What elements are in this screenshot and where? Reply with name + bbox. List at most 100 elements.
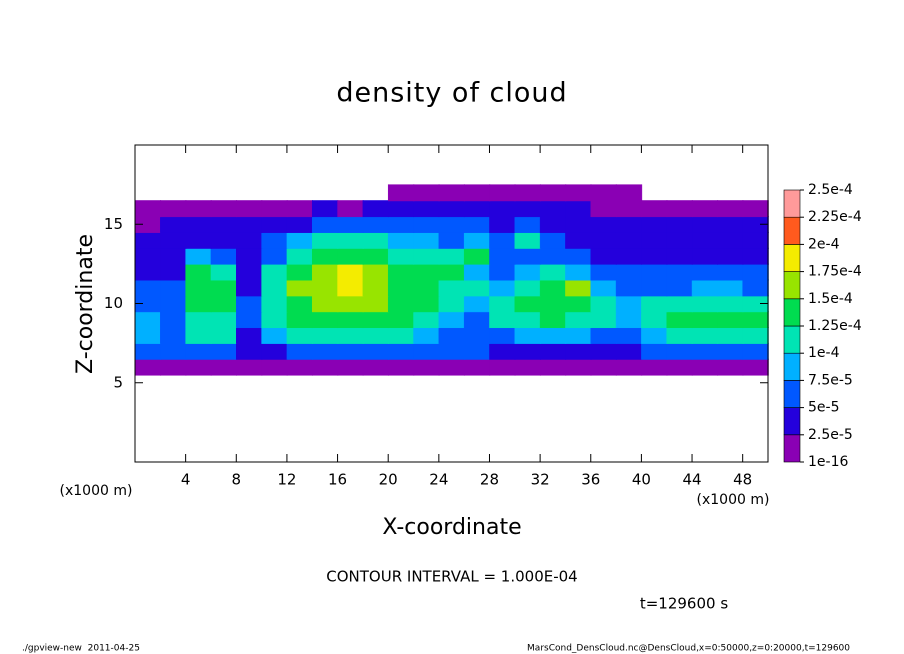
cell <box>236 263 263 281</box>
cell <box>539 311 567 329</box>
cell <box>311 295 339 313</box>
y-tick-label: 5 <box>113 373 123 391</box>
cell <box>413 231 440 249</box>
colorbar-label: 7.5e-5 <box>808 372 853 388</box>
cell <box>641 216 668 233</box>
cell <box>590 358 617 376</box>
cell <box>286 247 313 265</box>
cell <box>691 247 719 265</box>
cell <box>160 311 187 329</box>
cell <box>413 279 440 297</box>
cell <box>565 247 592 265</box>
cell <box>134 200 162 218</box>
cell <box>489 263 516 281</box>
y-tick-label: 15 <box>104 215 123 233</box>
cell <box>413 184 440 202</box>
cell <box>134 342 162 360</box>
cell <box>489 200 516 218</box>
cell <box>666 263 693 281</box>
cell <box>286 342 313 360</box>
cell <box>590 295 617 313</box>
cell <box>337 216 364 233</box>
cell <box>134 311 162 329</box>
cell <box>387 327 415 344</box>
cell <box>311 216 339 233</box>
cell <box>438 216 465 233</box>
cell <box>413 327 440 344</box>
cell <box>210 358 238 376</box>
cell <box>463 247 491 265</box>
cell <box>438 200 465 218</box>
colorbar-label: 2.5e-5 <box>808 427 853 443</box>
cell <box>236 216 263 233</box>
cell <box>539 279 567 297</box>
cell <box>311 327 339 344</box>
cell <box>463 200 491 218</box>
cell <box>742 200 769 218</box>
colorbar-label: 1.25e-4 <box>808 318 862 334</box>
cell <box>489 216 516 233</box>
cell <box>236 311 263 329</box>
cell <box>236 231 263 249</box>
cell <box>134 247 162 265</box>
cell <box>590 231 617 249</box>
cell <box>742 342 769 360</box>
cell <box>286 263 313 281</box>
cell <box>160 247 187 265</box>
cell <box>717 295 744 313</box>
cell <box>185 231 212 249</box>
cell <box>160 263 187 281</box>
cell <box>514 295 541 313</box>
cell <box>413 216 440 233</box>
cell <box>514 342 541 360</box>
cell <box>717 279 744 297</box>
cell <box>514 231 541 249</box>
cell <box>463 295 491 313</box>
cell <box>717 231 744 249</box>
cell <box>413 295 440 313</box>
cell <box>691 295 719 313</box>
cell <box>337 231 364 249</box>
cell <box>362 327 389 344</box>
cell <box>261 247 288 265</box>
cell <box>337 279 364 297</box>
cell <box>717 358 744 376</box>
contour-interval: CONTOUR INTERVAL = 1.000E-04 <box>326 568 577 586</box>
cell <box>387 263 415 281</box>
cell <box>185 263 212 281</box>
cell <box>691 231 719 249</box>
cell <box>463 327 491 344</box>
cell <box>362 342 389 360</box>
cell <box>210 311 238 329</box>
cell <box>666 295 693 313</box>
cell <box>514 200 541 218</box>
cell <box>463 342 491 360</box>
time-label: t=129600 s <box>640 595 728 613</box>
cell <box>337 358 364 376</box>
cell <box>438 231 465 249</box>
cell <box>539 263 567 281</box>
cell <box>489 184 516 202</box>
cell <box>565 263 592 281</box>
cell <box>210 231 238 249</box>
cell <box>210 263 238 281</box>
cell <box>717 327 744 344</box>
cell <box>438 263 465 281</box>
colorbar-box <box>783 216 801 245</box>
cell <box>489 279 516 297</box>
cell <box>514 311 541 329</box>
cell <box>438 342 465 360</box>
cell <box>362 358 389 376</box>
cell <box>438 358 465 376</box>
cell <box>514 358 541 376</box>
colorbar-box <box>783 434 801 463</box>
cell <box>691 327 719 344</box>
cell <box>236 200 263 218</box>
cell <box>742 231 769 249</box>
cell <box>286 295 313 313</box>
cell <box>185 311 212 329</box>
cell <box>387 358 415 376</box>
cell <box>717 311 744 329</box>
cell <box>590 247 617 265</box>
cell <box>286 311 313 329</box>
